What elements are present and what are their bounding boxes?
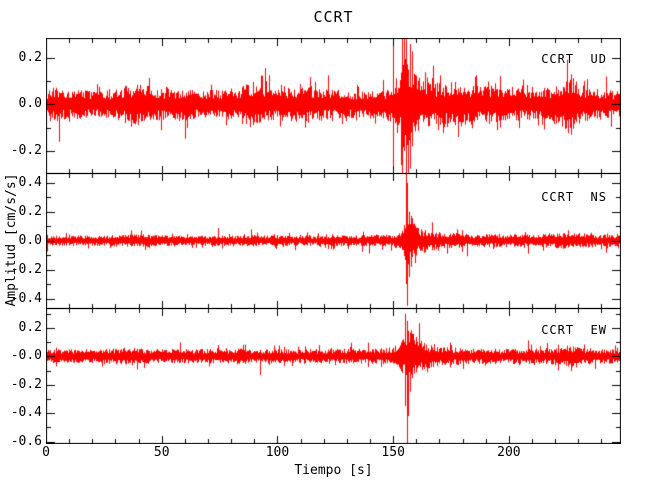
y-tick-label: -0.0 [10,348,42,364]
y-tick-label: 0.2 [18,319,42,335]
waveform-panel-ud [46,38,621,174]
x-tick-label: 200 [497,445,521,460]
x-tick-label: 0 [42,445,50,460]
trace-label-ud: CCRT UD [541,52,607,66]
y-tick-label: 0.2 [18,49,42,65]
y-tick-label: -0.2 [10,142,42,158]
trace-label-ew: CCRT EW [541,323,607,337]
y-tick-label: 0.2 [18,203,42,219]
waveform-panel-ns [46,173,621,309]
y-tick-label: 0.4 [18,174,42,190]
y-tick-label: -0.4 [10,290,42,306]
y-tick-label: 0.0 [18,96,42,112]
x-tick-label: 50 [153,445,170,460]
x-tick-label: 100 [265,445,290,460]
figure-title: CCRT [313,8,354,26]
trace-label-ns: CCRT NS [541,190,607,204]
x-tick-label: 150 [381,445,405,460]
y-tick-label: 0.0 [18,232,42,248]
waveform-panel-ew [46,308,621,444]
y-tick-label: -0.6 [10,433,42,449]
y-tick-label: -0.2 [10,261,42,277]
y-tick-label: -0.4 [10,405,42,421]
y-tick-label: -0.2 [10,376,42,392]
x-axis-label: Tiempo [s] [294,463,373,478]
